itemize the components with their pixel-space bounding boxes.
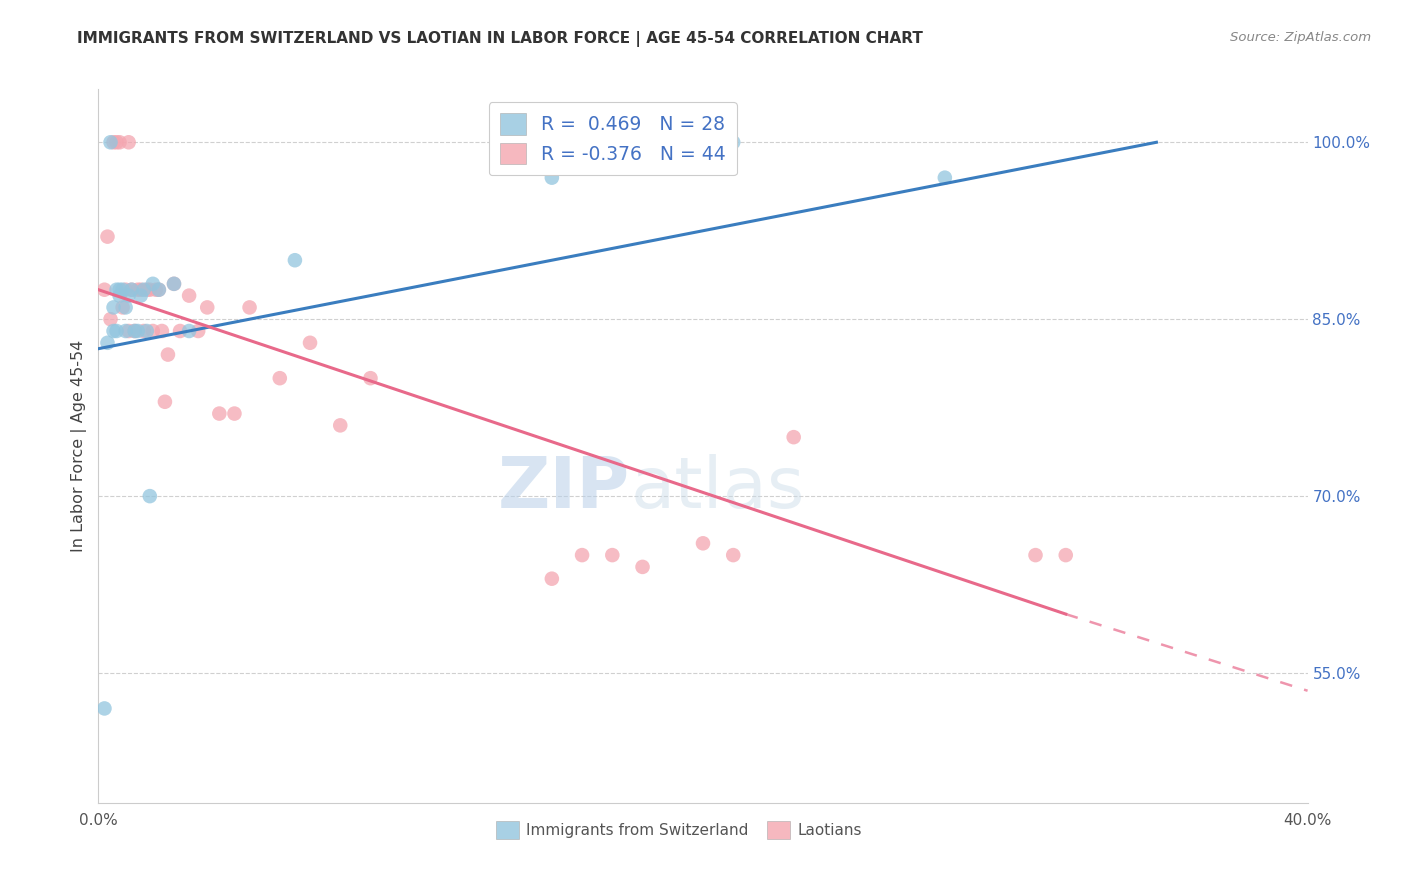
- Point: [360, 371, 382, 385]
- Point: [299, 335, 322, 350]
- Point: [329, 418, 352, 433]
- Point: [148, 283, 170, 297]
- Point: [631, 560, 654, 574]
- Point: [723, 136, 745, 150]
- Point: [105, 324, 128, 338]
- Point: [108, 288, 131, 302]
- Point: [239, 301, 262, 315]
- Point: [111, 301, 134, 315]
- Point: [163, 277, 186, 291]
- Point: [121, 283, 143, 297]
- Point: [934, 170, 956, 185]
- Point: [1054, 548, 1077, 562]
- Point: [224, 407, 246, 421]
- Point: [100, 136, 122, 150]
- Point: [103, 324, 125, 338]
- Point: [1024, 548, 1046, 562]
- Point: [129, 288, 152, 302]
- Legend: Immigrants from Switzerland, Laotians: Immigrants from Switzerland, Laotians: [489, 815, 868, 845]
- Point: [142, 324, 165, 338]
- Point: [124, 324, 146, 338]
- Point: [124, 324, 146, 338]
- Point: [132, 283, 155, 297]
- Point: [105, 136, 128, 150]
- Point: [105, 283, 128, 297]
- Point: [135, 283, 157, 297]
- Point: [208, 407, 231, 421]
- Point: [111, 283, 134, 297]
- Point: [96, 335, 118, 350]
- Text: atlas: atlas: [630, 454, 804, 524]
- Point: [118, 136, 141, 150]
- Point: [103, 136, 125, 150]
- Point: [93, 283, 115, 297]
- Text: Source: ZipAtlas.com: Source: ZipAtlas.com: [1230, 31, 1371, 45]
- Point: [132, 324, 155, 338]
- Point: [284, 253, 307, 268]
- Point: [100, 312, 122, 326]
- Point: [195, 301, 218, 315]
- Point: [692, 536, 714, 550]
- Point: [269, 371, 291, 385]
- Point: [148, 283, 170, 297]
- Text: IMMIGRANTS FROM SWITZERLAND VS LAOTIAN IN LABOR FORCE | AGE 45-54 CORRELATION CH: IMMIGRANTS FROM SWITZERLAND VS LAOTIAN I…: [77, 31, 924, 47]
- Point: [139, 283, 162, 297]
- Point: [121, 283, 143, 297]
- Point: [153, 394, 176, 409]
- Text: ZIP: ZIP: [498, 454, 630, 524]
- Point: [93, 701, 115, 715]
- Point: [150, 324, 173, 338]
- Point: [540, 572, 562, 586]
- Point: [114, 324, 136, 338]
- Point: [135, 324, 157, 338]
- Point: [163, 277, 186, 291]
- Point: [96, 229, 118, 244]
- Point: [602, 548, 624, 562]
- Point: [169, 324, 191, 338]
- Point: [118, 288, 141, 302]
- Point: [108, 283, 131, 297]
- Point: [103, 301, 125, 315]
- Point: [571, 548, 593, 562]
- Y-axis label: In Labor Force | Age 45-54: In Labor Force | Age 45-54: [72, 340, 87, 552]
- Point: [179, 324, 201, 338]
- Point: [127, 283, 149, 297]
- Point: [723, 548, 745, 562]
- Point: [114, 283, 136, 297]
- Point: [127, 324, 149, 338]
- Point: [108, 136, 131, 150]
- Point: [187, 324, 209, 338]
- Point: [145, 283, 167, 297]
- Point: [129, 283, 152, 297]
- Point: [783, 430, 806, 444]
- Point: [139, 489, 162, 503]
- Point: [114, 301, 136, 315]
- Point: [540, 170, 562, 185]
- Point: [179, 288, 201, 302]
- Point: [156, 348, 179, 362]
- Point: [118, 324, 141, 338]
- Point: [142, 277, 165, 291]
